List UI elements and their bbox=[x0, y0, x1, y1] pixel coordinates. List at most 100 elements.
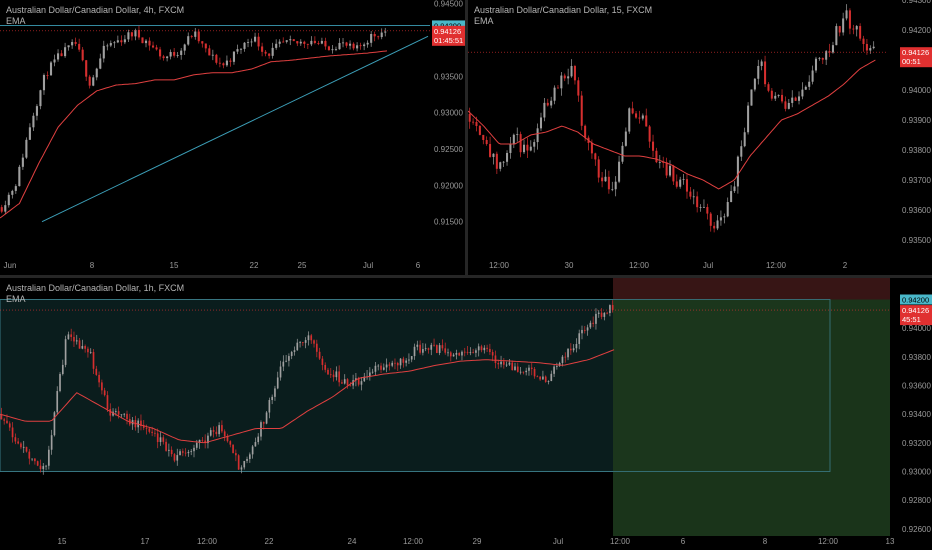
candle bbox=[251, 445, 254, 459]
candle bbox=[436, 344, 438, 354]
candle bbox=[321, 355, 324, 371]
candle bbox=[553, 85, 556, 105]
price-axis-label: 0.92500 bbox=[434, 145, 463, 154]
candle bbox=[477, 343, 480, 357]
chart-pane-4h[interactable]: 0.945000.940000.935000.930000.925000.920… bbox=[0, 0, 465, 275]
candle-body bbox=[299, 41, 302, 44]
candle-body bbox=[173, 52, 176, 56]
candle bbox=[288, 353, 290, 367]
candle bbox=[360, 377, 363, 391]
candle bbox=[511, 360, 514, 371]
candle bbox=[296, 41, 299, 47]
candle-body bbox=[324, 364, 327, 370]
candle-body bbox=[159, 437, 162, 443]
candle-body bbox=[39, 465, 42, 470]
candle-body bbox=[208, 48, 211, 56]
candle bbox=[61, 359, 64, 376]
candle bbox=[140, 414, 142, 431]
candle bbox=[447, 348, 449, 357]
level-tag-label: 0.94200 bbox=[902, 296, 929, 305]
candle-body bbox=[92, 77, 95, 86]
candle-body bbox=[45, 465, 47, 467]
candle bbox=[162, 54, 165, 61]
candle-body bbox=[597, 159, 600, 178]
candle-body bbox=[334, 49, 338, 51]
chart-pane-1h[interactable]: 0.94000 0.93800 0.93600 0.93400 0.93200 0.930… bbox=[0, 278, 932, 550]
candle-body bbox=[137, 30, 141, 38]
candle-body bbox=[187, 451, 190, 454]
candle-body bbox=[243, 42, 246, 49]
candle-body bbox=[760, 61, 763, 66]
candle bbox=[603, 312, 606, 321]
candle-body bbox=[512, 134, 515, 145]
chart-pane-15m[interactable]: 0.943000.942000.941000.940000.939000.938… bbox=[468, 0, 932, 275]
candle bbox=[341, 38, 345, 48]
candle-body bbox=[78, 43, 81, 50]
candle-body bbox=[556, 87, 559, 89]
chart-canvas-1h[interactable]: 0.94000 0.93800 0.93600 0.93400 0.93200 0.930… bbox=[0, 278, 932, 550]
candle bbox=[49, 60, 53, 77]
candle bbox=[716, 215, 719, 231]
candle-body bbox=[469, 352, 472, 354]
candle bbox=[512, 133, 515, 149]
price-axis-label: 0.93500 bbox=[902, 236, 931, 245]
candle-body bbox=[264, 51, 267, 54]
pane-divider-vertical[interactable] bbox=[465, 0, 468, 275]
candle-body bbox=[115, 411, 117, 412]
candle bbox=[589, 320, 592, 329]
candle bbox=[371, 368, 374, 374]
candle-body bbox=[791, 97, 794, 103]
candle-body bbox=[410, 356, 413, 360]
candle bbox=[246, 456, 248, 464]
candle bbox=[595, 308, 597, 330]
candle bbox=[533, 367, 536, 379]
candle-body bbox=[257, 36, 260, 47]
candle-body bbox=[318, 351, 321, 359]
indicator-label-ema-4h[interactable]: EMA bbox=[6, 16, 26, 26]
candle bbox=[279, 360, 282, 381]
candle bbox=[468, 107, 471, 129]
candle bbox=[384, 27, 387, 37]
candle-body bbox=[416, 344, 419, 347]
candle bbox=[142, 420, 145, 431]
candle-body bbox=[699, 207, 702, 208]
candle-body bbox=[740, 146, 743, 157]
chart-canvas-4h[interactable]: 0.945000.940000.935000.930000.925000.920… bbox=[0, 0, 465, 275]
candle bbox=[561, 354, 564, 367]
candle bbox=[578, 329, 581, 350]
candle bbox=[747, 102, 750, 135]
candle-body bbox=[614, 181, 617, 190]
candle-body bbox=[583, 329, 586, 331]
candle-body bbox=[313, 340, 315, 344]
candle bbox=[209, 427, 212, 437]
candle bbox=[597, 310, 600, 318]
candle-body bbox=[126, 413, 128, 420]
time-axis-label: Jul bbox=[703, 261, 713, 270]
candle-body bbox=[528, 367, 530, 371]
candle-body bbox=[156, 433, 159, 443]
candle-body bbox=[764, 61, 767, 85]
pane-divider-horizontal[interactable] bbox=[0, 275, 932, 278]
candle-body bbox=[495, 153, 498, 169]
candle bbox=[264, 50, 267, 57]
candle bbox=[753, 78, 756, 92]
candle-body bbox=[148, 40, 151, 46]
candle bbox=[92, 74, 95, 87]
candle bbox=[257, 32, 260, 51]
candle bbox=[53, 411, 56, 437]
price-axis-label: 0.93800 bbox=[902, 146, 931, 155]
candle-body bbox=[78, 340, 81, 349]
indicator-label-ema-15m[interactable]: EMA bbox=[474, 16, 494, 26]
candle-body bbox=[101, 382, 103, 391]
candle-body bbox=[480, 346, 483, 351]
time-axis-label: 12:00 bbox=[197, 537, 218, 546]
candle bbox=[60, 50, 63, 57]
indicator-label-ema-1h[interactable]: EMA bbox=[6, 294, 26, 304]
candle bbox=[271, 42, 274, 59]
candle bbox=[546, 98, 549, 107]
time-axis-label: 30 bbox=[565, 261, 574, 270]
candle bbox=[842, 12, 845, 36]
candle-body bbox=[331, 49, 334, 51]
candle bbox=[369, 367, 371, 381]
chart-canvas-15m[interactable]: 0.943000.942000.941000.940000.939000.938… bbox=[468, 0, 932, 275]
